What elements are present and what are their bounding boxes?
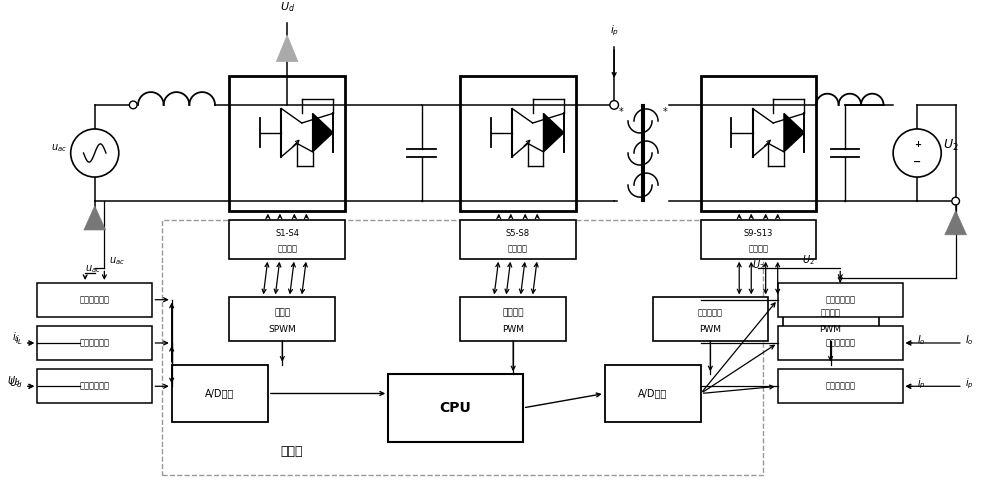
Text: $i_p$: $i_p$ <box>917 376 926 391</box>
Circle shape <box>610 100 619 109</box>
Text: PWM: PWM <box>820 326 842 334</box>
Text: *: * <box>618 107 623 117</box>
FancyBboxPatch shape <box>778 283 903 316</box>
Text: $i_L$: $i_L$ <box>15 333 23 347</box>
Text: $u_{ac}$: $u_{ac}$ <box>109 256 125 268</box>
Circle shape <box>129 101 137 109</box>
Circle shape <box>71 129 119 177</box>
Circle shape <box>893 129 941 177</box>
Text: 驱动电路: 驱动电路 <box>748 244 768 254</box>
FancyBboxPatch shape <box>701 76 816 210</box>
Text: $i_L$: $i_L$ <box>12 330 20 344</box>
FancyBboxPatch shape <box>37 283 152 316</box>
FancyBboxPatch shape <box>778 370 903 403</box>
FancyBboxPatch shape <box>460 76 576 210</box>
Text: 单极性: 单极性 <box>274 308 290 317</box>
FancyBboxPatch shape <box>783 298 879 341</box>
FancyBboxPatch shape <box>172 364 268 422</box>
Text: $U_d$: $U_d$ <box>280 0 295 14</box>
Text: 有源钳位: 有源钳位 <box>821 308 841 317</box>
Text: PWM: PWM <box>699 326 721 334</box>
FancyBboxPatch shape <box>653 298 768 341</box>
Text: 电网电压检测: 电网电压检测 <box>80 295 110 304</box>
FancyBboxPatch shape <box>229 76 345 210</box>
Text: A/D转换: A/D转换 <box>638 388 667 398</box>
Text: $i_p$: $i_p$ <box>610 23 619 38</box>
Text: $i_p$: $i_p$ <box>965 376 974 391</box>
Polygon shape <box>945 210 966 235</box>
FancyBboxPatch shape <box>37 326 152 360</box>
FancyBboxPatch shape <box>229 220 345 259</box>
FancyBboxPatch shape <box>460 298 566 341</box>
FancyBboxPatch shape <box>229 298 335 341</box>
Polygon shape <box>543 114 564 152</box>
FancyBboxPatch shape <box>701 220 816 259</box>
Text: 输出电流检测: 输出电流检测 <box>825 338 855 347</box>
Text: 输出电压检测: 输出电压检测 <box>825 295 855 304</box>
Text: $I_o$: $I_o$ <box>917 333 926 347</box>
FancyBboxPatch shape <box>388 374 523 442</box>
Text: 驱动电路: 驱动电路 <box>508 244 528 254</box>
FancyBboxPatch shape <box>460 220 576 259</box>
Text: $U_2$: $U_2$ <box>752 258 765 272</box>
Text: $u_{ac}$: $u_{ac}$ <box>51 142 67 154</box>
Polygon shape <box>313 114 333 152</box>
Text: A/D转换: A/D转换 <box>205 388 234 398</box>
Text: $U_d$: $U_d$ <box>9 376 23 390</box>
Polygon shape <box>784 114 804 152</box>
Text: *: * <box>663 107 668 117</box>
Text: 原边电流检测: 原边电流检测 <box>825 382 855 391</box>
FancyBboxPatch shape <box>605 364 701 422</box>
Text: 母线电压检测: 母线电压检测 <box>80 382 110 391</box>
Text: $I_o$: $I_o$ <box>965 333 974 347</box>
Text: $U_2$: $U_2$ <box>802 254 814 268</box>
Text: $u_{ac}$: $u_{ac}$ <box>85 263 101 274</box>
FancyBboxPatch shape <box>778 326 903 360</box>
Text: −: − <box>913 156 921 166</box>
Text: S9-S13: S9-S13 <box>744 230 773 238</box>
Polygon shape <box>84 206 106 230</box>
Text: SPWM: SPWM <box>268 326 296 334</box>
Text: +: + <box>914 140 921 149</box>
Text: CPU: CPU <box>440 401 471 415</box>
Text: 驱动电路: 驱动电路 <box>277 244 297 254</box>
Circle shape <box>952 198 960 205</box>
Text: 控制器: 控制器 <box>281 446 303 458</box>
Text: 移相控制: 移相控制 <box>502 308 524 317</box>
Polygon shape <box>276 35 298 62</box>
Text: PWM: PWM <box>502 326 524 334</box>
Text: S5-S8: S5-S8 <box>506 230 530 238</box>
FancyBboxPatch shape <box>37 370 152 403</box>
Text: S1-S4: S1-S4 <box>275 230 299 238</box>
Text: $U_2$: $U_2$ <box>943 138 959 154</box>
Text: 电感电流检测: 电感电流检测 <box>80 338 110 347</box>
Text: $U_d$: $U_d$ <box>7 374 20 388</box>
Text: 双极性控制: 双极性控制 <box>698 308 723 317</box>
